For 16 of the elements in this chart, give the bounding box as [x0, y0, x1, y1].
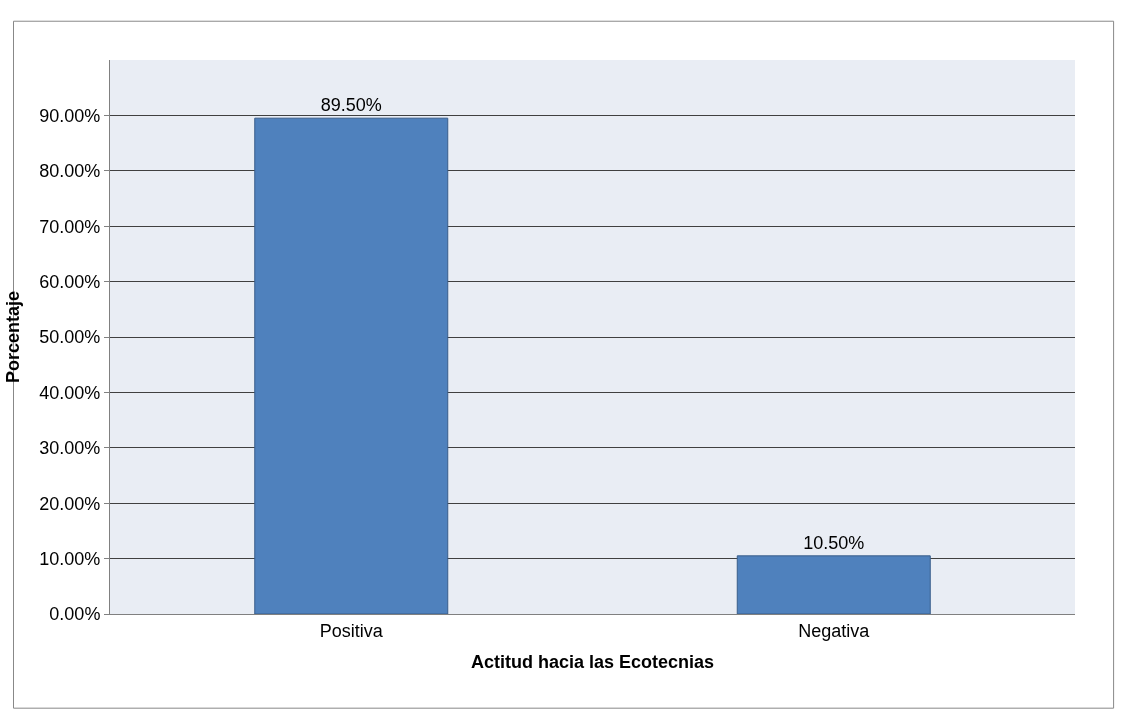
x-tick-label: Positiva: [319, 620, 384, 641]
y-axis-title: Porcentaje: [2, 290, 23, 384]
x-axis-title: Actitud hacia las Ecotecnias: [470, 651, 715, 672]
x-tick-label: Negativa: [798, 620, 871, 641]
data-label: 89.50%: [320, 95, 382, 116]
y-tick-label: 80.00%: [39, 161, 101, 182]
y-tick-label: 70.00%: [39, 216, 101, 237]
y-tick-label: 0.00%: [49, 604, 101, 625]
y-tick-label: 40.00%: [39, 382, 101, 403]
data-label: 10.50%: [803, 532, 865, 553]
y-tick-label: 90.00%: [39, 105, 101, 126]
y-tick-label: 10.00%: [39, 548, 101, 569]
y-tick-label: 50.00%: [39, 327, 101, 348]
y-tick-label: 30.00%: [39, 438, 101, 459]
y-tick-label: 60.00%: [39, 271, 101, 292]
y-tick-label: 20.00%: [39, 493, 101, 514]
